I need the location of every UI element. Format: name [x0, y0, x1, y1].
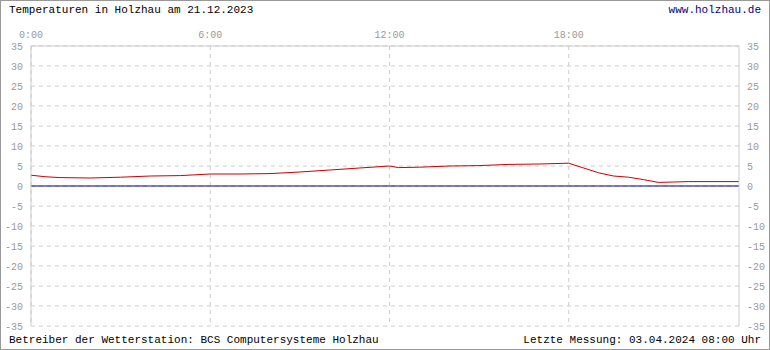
- svg-text:-20: -20: [8, 262, 23, 273]
- svg-text:6:00: 6:00: [198, 30, 222, 41]
- html-text:Temperaturen in Holzhau am 21.: Temperaturen in Holzhau am 21.12.2023: [9, 4, 254, 16]
- svg-text:30: 30: [747, 62, 759, 73]
- html-text:www.holzhau.de: www.holzhau.de: [668, 4, 761, 16]
- svg-text:35: 35: [747, 42, 759, 53]
- svg-text:-25: -25: [747, 282, 762, 293]
- svg-text:30: 30: [11, 62, 23, 73]
- svg-text:0: 0: [747, 182, 753, 193]
- svg-text:20: 20: [11, 102, 23, 113]
- svg-text:5: 5: [17, 162, 23, 173]
- svg-text:-5: -5: [747, 202, 759, 213]
- svg-text:35: 35: [11, 42, 23, 53]
- svg-text:-25: -25: [8, 282, 23, 293]
- svg-text:25: 25: [11, 82, 23, 93]
- svg-text:18:00: 18:00: [554, 30, 584, 41]
- svg-text:-35: -35: [8, 322, 23, 333]
- svg-text:-35: -35: [747, 322, 762, 333]
- svg-text:-10: -10: [747, 222, 762, 233]
- html-text:Letzte Messung: 03.04.2024 08:: Letzte Messung: 03.04.2024 08:00 Uhr: [523, 334, 761, 346]
- svg-text:-20: -20: [747, 262, 762, 273]
- svg-text:-15: -15: [747, 242, 762, 253]
- svg-text:15: 15: [11, 122, 23, 133]
- svg-text:-15: -15: [8, 242, 23, 253]
- svg-text:-10: -10: [8, 222, 23, 233]
- svg-text:-5: -5: [11, 202, 23, 213]
- svg-text:0:00: 0:00: [19, 30, 43, 41]
- svg-text:12:00: 12:00: [374, 30, 404, 41]
- svg-text:25: 25: [747, 82, 759, 93]
- html-text:Betreiber der Wetterstation: B: Betreiber der Wetterstation: BCS Compute…: [9, 334, 379, 346]
- svg-text:0: 0: [17, 182, 23, 193]
- svg-text:20: 20: [747, 102, 759, 113]
- svg-text:5: 5: [747, 162, 753, 173]
- svg-text:15: 15: [747, 122, 759, 133]
- svg-text:-30: -30: [8, 302, 23, 313]
- svg-text:-30: -30: [747, 302, 762, 313]
- svg-text:10: 10: [747, 142, 759, 153]
- svg-text:10: 10: [11, 142, 23, 153]
